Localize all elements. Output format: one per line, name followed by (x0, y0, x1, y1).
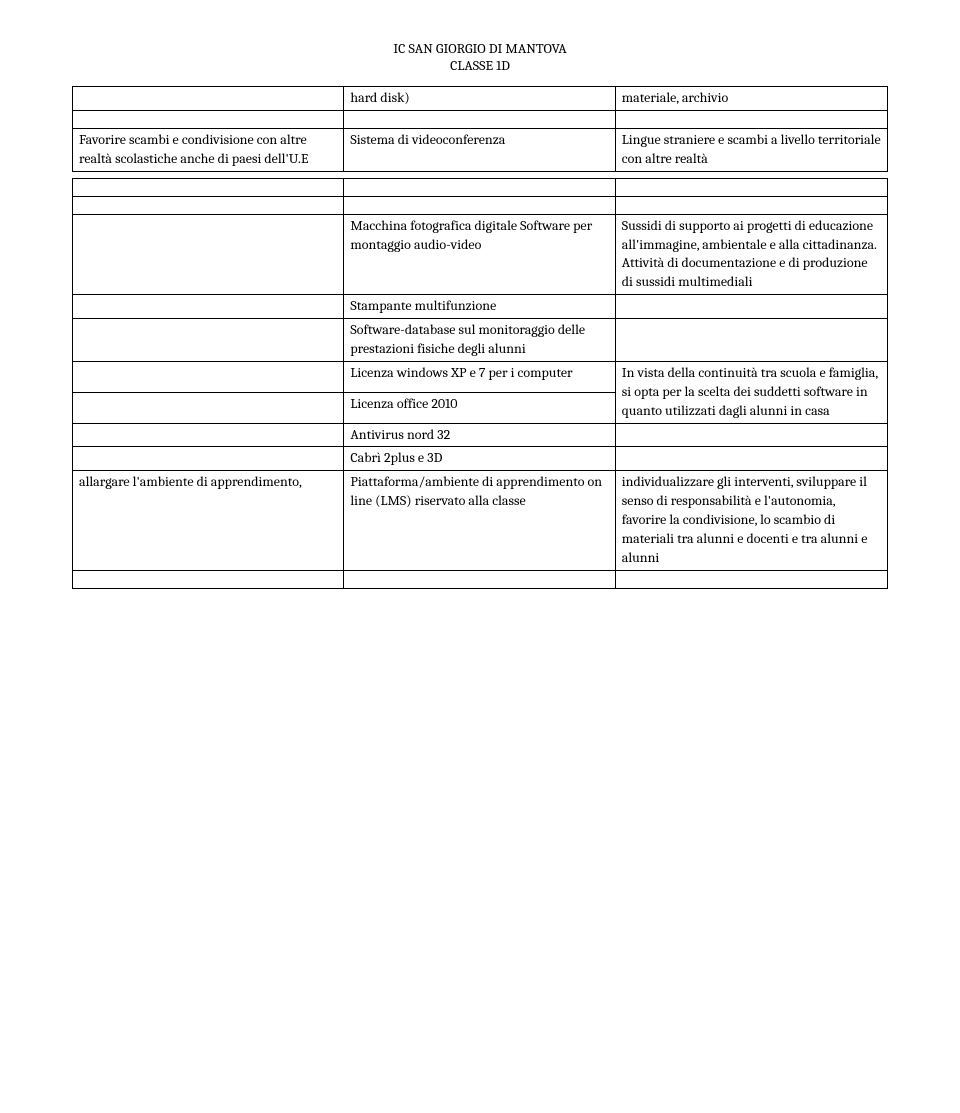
cell-col2: Piattaforma/ambiente di apprendimento on… (344, 471, 615, 570)
table-row (73, 196, 888, 214)
cell-col1 (73, 214, 344, 295)
cell-col1 (73, 178, 344, 196)
cell-col3 (615, 570, 887, 588)
cell-col1 (73, 423, 344, 447)
class-name: CLASSE 1D (72, 57, 888, 74)
cell-col2: Antivirus nord 32 (344, 423, 615, 447)
cell-col1: Favorire scambi e condivisione con altre… (73, 128, 344, 171)
cell-col3 (615, 447, 887, 471)
cell-col3 (615, 110, 887, 128)
cell-col1 (73, 196, 344, 214)
cell-col2 (344, 178, 615, 196)
cell-col3: In vista della continuità tra scuola e f… (615, 361, 887, 423)
table-row: Stampante multifunzione (73, 295, 888, 319)
cell-col2: Licenza office 2010 (344, 392, 615, 423)
table-section-2: Macchina fotografica digitale Software p… (72, 178, 888, 589)
cell-col2 (344, 570, 615, 588)
cell-col1 (73, 447, 344, 471)
table-row: Antivirus nord 32 (73, 423, 888, 447)
cell-col2 (344, 196, 615, 214)
institution-name: IC SAN GIORGIO DI MANTOVA (72, 40, 888, 57)
table-row: allargare l'ambiente di apprendimento,Pi… (73, 471, 888, 570)
table-row: Cabrì 2plus e 3D (73, 447, 888, 471)
table-row: Favorire scambi e condivisione con altre… (73, 128, 888, 171)
cell-col3 (615, 295, 887, 319)
document-header: IC SAN GIORGIO DI MANTOVA CLASSE 1D (72, 40, 888, 74)
table-section-1: hard disk)materiale, archivio Favorire sc… (72, 86, 888, 172)
cell-col3: materiale, archivio (615, 87, 887, 111)
cell-col2: Cabrì 2plus e 3D (344, 447, 615, 471)
table-row: Licenza windows XP e 7 per i computerIn … (73, 361, 888, 392)
cell-col3 (615, 319, 887, 362)
table-row: hard disk)materiale, archivio (73, 87, 888, 111)
cell-col1 (73, 570, 344, 588)
table-row (73, 178, 888, 196)
cell-col3 (615, 196, 887, 214)
cell-col1 (73, 319, 344, 362)
table-row (73, 570, 888, 588)
cell-col1 (73, 110, 344, 128)
cell-col1: allargare l'ambiente di apprendimento, (73, 471, 344, 570)
cell-col2: Stampante multifunzione (344, 295, 615, 319)
cell-col3: individualizzare gli interventi, svilupp… (615, 471, 887, 570)
cell-col2: Macchina fotografica digitale Software p… (344, 214, 615, 295)
cell-col3: Lingue straniere e scambi a livello terr… (615, 128, 887, 171)
table-row: Macchina fotografica digitale Software p… (73, 214, 888, 295)
cell-col1 (73, 87, 344, 111)
cell-col1 (73, 392, 344, 423)
cell-col2 (344, 110, 615, 128)
cell-col3 (615, 178, 887, 196)
cell-col3 (615, 423, 887, 447)
cell-col2: Licenza windows XP e 7 per i computer (344, 361, 615, 392)
cell-col2: hard disk) (344, 87, 615, 111)
table-row: Software-database sul monitoraggio delle… (73, 319, 888, 362)
cell-col1 (73, 295, 344, 319)
cell-col2: Software-database sul monitoraggio delle… (344, 319, 615, 362)
cell-col3: Sussidi di supporto ai progetti di educa… (615, 214, 887, 295)
cell-col1 (73, 361, 344, 392)
cell-col2: Sistema di videoconferenza (344, 128, 615, 171)
table-row (73, 110, 888, 128)
